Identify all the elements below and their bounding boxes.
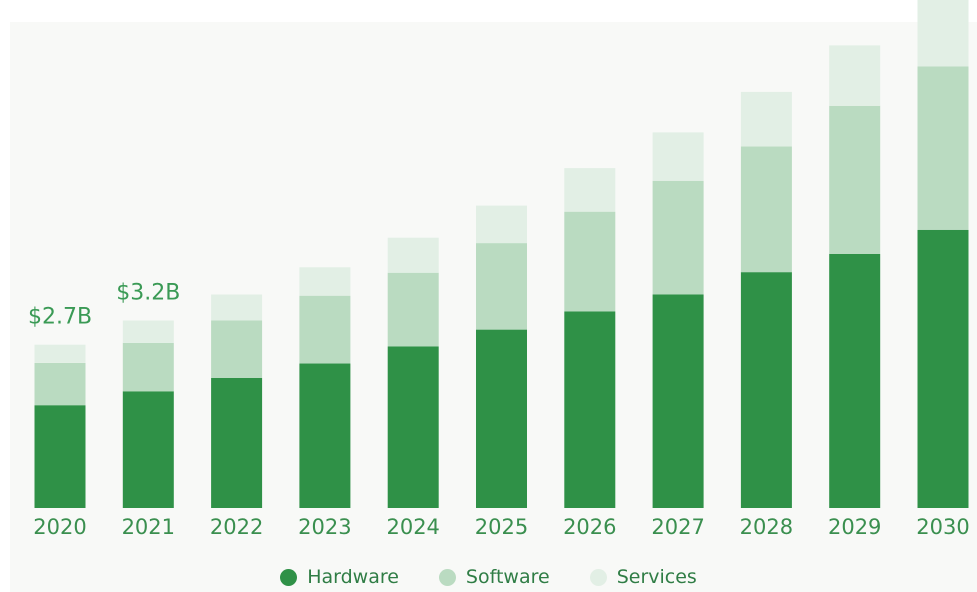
bar-segment-services-2023 [299,267,351,296]
x-tick-label: 2030 [916,515,969,539]
bar-segment-services-2024 [387,237,439,273]
legend-swatch-hardware [280,568,298,586]
legend-swatch-services [589,568,607,586]
legend: Hardware Software Services [0,566,977,588]
bar-segment-software-2026 [564,211,616,312]
bar-segment-software-2023 [299,295,351,364]
bar-segment-software-2021 [122,342,174,392]
bar-segment-hardware-2022 [211,378,263,508]
bar-segment-hardware-2024 [387,346,439,508]
legend-swatch-software [438,568,456,586]
x-tick-label: 2022 [210,515,263,539]
x-tick-label: 2024 [386,515,439,539]
bar-segment-hardware-2025 [476,329,527,508]
bar-segment-hardware-2023 [299,363,351,508]
bar-segment-hardware-2030 [917,229,969,509]
bar-segment-services-2020 [34,344,86,363]
bar-segment-software-2020 [34,362,86,406]
bar-segment-services-2021 [122,320,174,343]
bar-segment-software-2024 [387,272,439,347]
x-tick-label: 2028 [740,515,793,539]
labels-layer: 2020 $2.7B 2021 $3.2B 2022 2023 2024 2025 2026 20… [28,281,970,540]
bar-segment-services-2029 [829,45,881,106]
x-tick-label: 2026 [563,515,616,539]
bar-segment-software-2022 [211,320,263,378]
bar-segment-services-2027 [652,132,704,181]
total-data-label: $2.7B [28,305,92,330]
x-tick-label: 2023 [298,515,351,539]
bar-segment-services-2022 [211,294,263,321]
bar-segment-hardware-2020 [34,405,86,508]
legend-label-software: Software [465,566,550,588]
bar-segment-hardware-2021 [122,391,174,508]
legend-label-hardware: Hardware [307,566,399,588]
bar-segment-services-2026 [564,168,616,212]
legend-item-software[interactable]: Software [438,566,550,588]
legend-item-hardware[interactable]: Hardware [280,566,399,588]
bar-segment-services-2030 [917,0,969,67]
bar-segment-services-2025 [476,205,527,244]
x-tick-label: 2025 [475,515,528,539]
x-tick-label: 2029 [828,515,881,539]
bar-segment-software-2025 [476,243,527,330]
bar-segment-hardware-2028 [740,272,792,508]
bar-segment-services-2028 [740,91,792,147]
bar-segment-hardware-2026 [564,311,616,508]
x-tick-label: 2021 [122,515,175,539]
bars-layer [34,0,969,509]
bar-segment-hardware-2029 [829,254,881,508]
bar-segment-software-2027 [652,180,704,295]
bar-segment-software-2028 [740,146,792,273]
bar-segment-hardware-2027 [652,294,704,508]
legend-item-services[interactable]: Services [589,566,697,588]
total-data-label: $3.2B [116,281,180,306]
bar-segment-software-2030 [917,66,969,230]
x-tick-label: 2027 [651,515,704,539]
x-tick-label: 2020 [33,515,86,539]
bar-segment-software-2029 [829,105,881,254]
legend-label-services: Services [616,566,697,588]
